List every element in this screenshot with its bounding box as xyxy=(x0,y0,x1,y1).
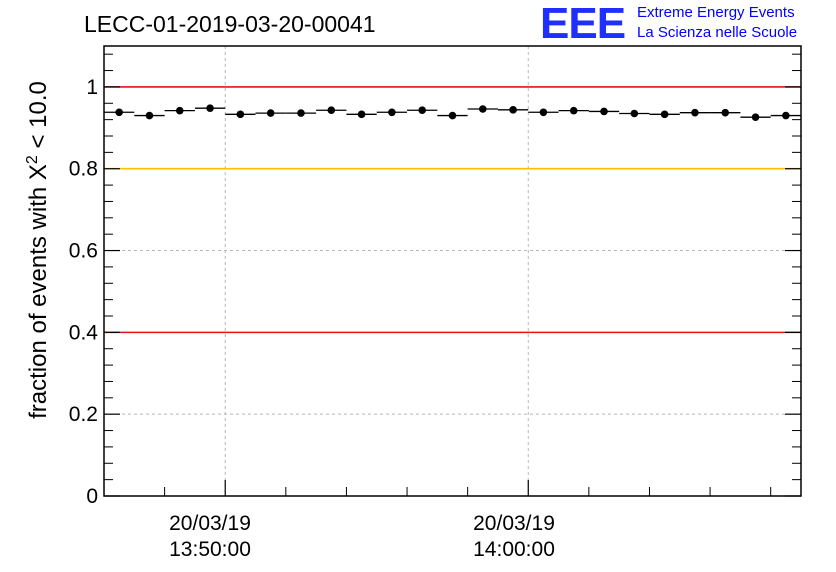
data-point xyxy=(660,110,669,119)
data-point xyxy=(569,106,578,115)
data-point xyxy=(418,106,426,115)
eee-logo: EEE xyxy=(540,0,626,48)
data-point xyxy=(630,109,639,118)
y-axis-label: fraction of events with X2 < 10.0 xyxy=(19,81,53,419)
data-point xyxy=(266,109,275,117)
chart-title: LECC-01-2019-03-20-00041 xyxy=(84,11,376,37)
data-point xyxy=(206,104,214,112)
chi-superscript: 2 xyxy=(24,155,41,165)
y-axis-label-suffix: < 10.0 xyxy=(25,81,52,156)
data-point xyxy=(509,106,517,114)
data-point xyxy=(751,113,760,121)
y-tick-label: 0.2 xyxy=(69,403,98,426)
plot-background xyxy=(104,46,801,496)
data-point xyxy=(297,109,305,117)
y-tick-label: 0.8 xyxy=(69,158,98,181)
data-point xyxy=(175,106,184,115)
y-tick-label: 1 xyxy=(86,76,98,99)
y-tick-label: 0.6 xyxy=(69,240,98,263)
brand-line-1: Extreme Energy Events xyxy=(637,4,795,21)
data-point xyxy=(539,108,548,117)
data-point xyxy=(600,107,608,116)
data-point xyxy=(357,110,366,119)
chi-symbol: X xyxy=(25,164,52,181)
y-tick-label: 0.4 xyxy=(69,321,99,344)
y-tick-labels: 0 0.2 0.4 0.6 0.8 1 xyxy=(69,76,99,508)
data-point xyxy=(236,110,245,119)
data-point xyxy=(115,108,123,117)
plot-frame xyxy=(103,45,802,497)
brand-line-2: La Scienza nelle Scuole xyxy=(637,24,798,41)
data-point xyxy=(327,106,336,115)
data-point xyxy=(782,111,790,120)
data-point xyxy=(691,108,699,117)
data-point xyxy=(448,111,457,120)
x-tick-date-label: 20/03/19 xyxy=(169,512,251,535)
x-tick-date-label: 20/03/19 xyxy=(473,512,555,535)
reference-lines xyxy=(104,86,801,334)
y-axis-label-prefix: fraction of events with xyxy=(25,180,52,419)
data-point xyxy=(145,111,154,120)
x-tick-time-label: 14:00:00 xyxy=(473,538,555,561)
x-tick-time-label: 13:50:00 xyxy=(169,538,251,561)
data-point xyxy=(388,108,396,117)
data-point xyxy=(721,108,730,117)
data-point xyxy=(479,105,487,113)
data-points xyxy=(104,104,801,121)
y-tick-label: 0 xyxy=(86,485,98,508)
